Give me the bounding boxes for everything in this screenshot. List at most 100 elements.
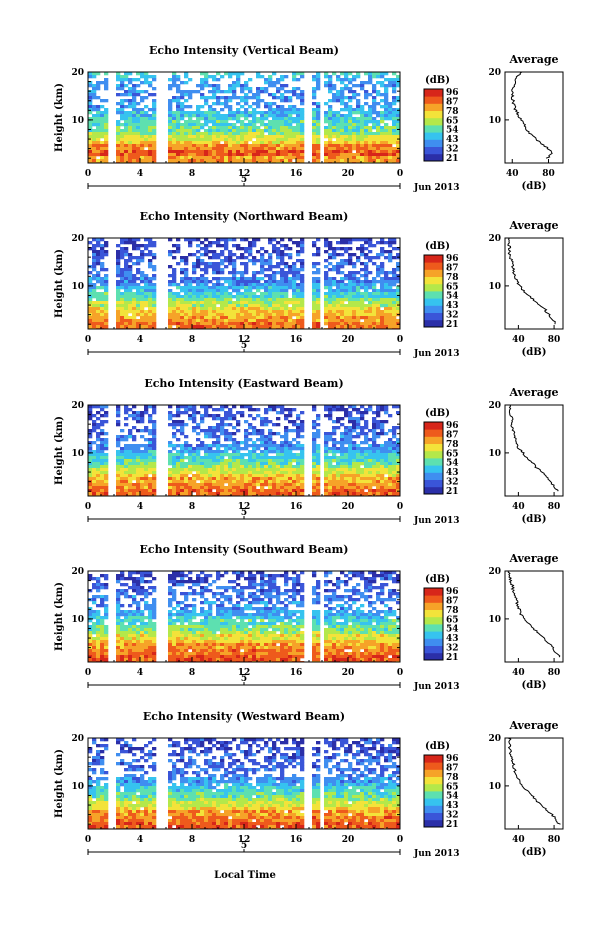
heatmap-cell (140, 162, 145, 163)
heatmap-cell (360, 262, 365, 266)
heatmap-cell (88, 447, 93, 451)
heatmap-cell (140, 474, 145, 478)
heatmap-cell (356, 75, 361, 79)
heatmap-cell (216, 153, 221, 157)
heatmap-cell (96, 280, 101, 284)
heatmap-cell (364, 81, 369, 85)
heatmap-cell (132, 447, 137, 451)
heatmap-cell (388, 108, 393, 112)
heatmap-cell (188, 456, 193, 460)
heatmap-cell (116, 129, 121, 133)
heatmap-cell (116, 325, 121, 329)
heatmap-cell (208, 114, 213, 118)
heatmap-cell (92, 90, 97, 94)
heatmap-cell (212, 241, 217, 245)
heatmap-cell (260, 253, 265, 257)
heatmap-cell (264, 301, 269, 305)
heatmap-cell (120, 241, 125, 245)
heatmap-cell (388, 244, 393, 248)
heatmap-cell (340, 298, 345, 302)
heatmap-cell (316, 277, 321, 281)
heatmap-cell (336, 307, 341, 311)
heatmap-cell (196, 411, 201, 415)
heatmap-cell (380, 301, 385, 305)
heatmap-cell (248, 96, 253, 100)
heatmap-cell (372, 256, 377, 260)
heatmap-cell (388, 144, 393, 148)
heatmap-cell (208, 150, 213, 154)
heatmap-cell (148, 316, 153, 320)
heatmap-cell (340, 283, 345, 287)
heatmap-cell (88, 298, 93, 302)
heatmap-cell (344, 441, 349, 445)
heatmap-cell (376, 147, 381, 151)
heatmap-cell (88, 417, 93, 421)
heatmap-cell (288, 414, 293, 418)
heatmap-cell (376, 268, 381, 272)
heatmap-cell (88, 328, 93, 329)
profile-line (510, 71, 553, 159)
heatmap-cell (364, 162, 369, 163)
heatmap-cell (256, 307, 261, 311)
heatmap-cell (356, 459, 361, 463)
heatmap-cell (132, 144, 137, 148)
heatmap-cell (88, 477, 93, 481)
heatmap-cell (224, 117, 229, 121)
heatmap-cell (284, 408, 289, 412)
heatmap-cell (224, 471, 229, 475)
heatmap-cell (128, 277, 133, 281)
heatmap-cell (220, 138, 225, 142)
heatmap-cell (152, 462, 157, 466)
heatmap-cell (324, 474, 329, 478)
heatmap-cell (364, 114, 369, 118)
heatmap-cell (152, 295, 157, 299)
heatmap-cell (140, 280, 145, 284)
heatmap-cell (172, 111, 177, 115)
heatmap-cell (176, 295, 181, 299)
heatmap-cell (272, 298, 277, 302)
heatmap-cell (196, 453, 201, 457)
heatmap-cell (92, 456, 97, 460)
heatmap-cell (216, 132, 221, 136)
heatmap-cell (144, 238, 149, 242)
heatmap-cell (284, 114, 289, 118)
heatmap-cell (200, 447, 205, 451)
heatmap-cell (140, 135, 145, 139)
heatmap-cell (368, 453, 373, 457)
heatmap-cell (360, 295, 365, 299)
heatmap-cell (264, 310, 269, 314)
heatmap-cell (148, 441, 153, 445)
heatmap-cell (208, 462, 213, 466)
heatmap-cell (300, 144, 305, 148)
heatmap-cell (212, 444, 217, 448)
heatmap-cell (136, 138, 141, 142)
heatmap-cell (396, 319, 400, 323)
heatmap-cell (260, 423, 265, 427)
heatmap-cell (280, 111, 285, 115)
heatmap-cell (336, 304, 341, 308)
heatmap-cell (124, 241, 129, 245)
heatmap-cell (392, 99, 397, 103)
heatmap-cell (168, 453, 173, 457)
heatmap-cell (380, 459, 385, 463)
heatmap-cell (88, 456, 93, 460)
heatmap-cell (292, 319, 297, 323)
heatmap-cell (208, 111, 213, 115)
heatmap-cell (344, 426, 349, 430)
heatmap-cell (152, 108, 157, 112)
heatmap-cell (376, 480, 381, 484)
heatmap-cell (104, 268, 109, 272)
heatmap-cell (264, 162, 269, 163)
heatmap-cell (356, 108, 361, 112)
heatmap-cell (244, 441, 249, 445)
heatmap-cell (172, 307, 177, 311)
heatmap-cell (340, 477, 345, 481)
heatmap-cell (332, 450, 337, 454)
heatmap-cell (212, 429, 217, 433)
heatmap-cell (148, 238, 153, 242)
y-tick-label: 10 (71, 116, 84, 126)
heatmap-cell (352, 405, 357, 409)
heatmap-cell (232, 277, 237, 281)
heatmap-cell (88, 277, 93, 281)
heatmap-cell (192, 147, 197, 151)
